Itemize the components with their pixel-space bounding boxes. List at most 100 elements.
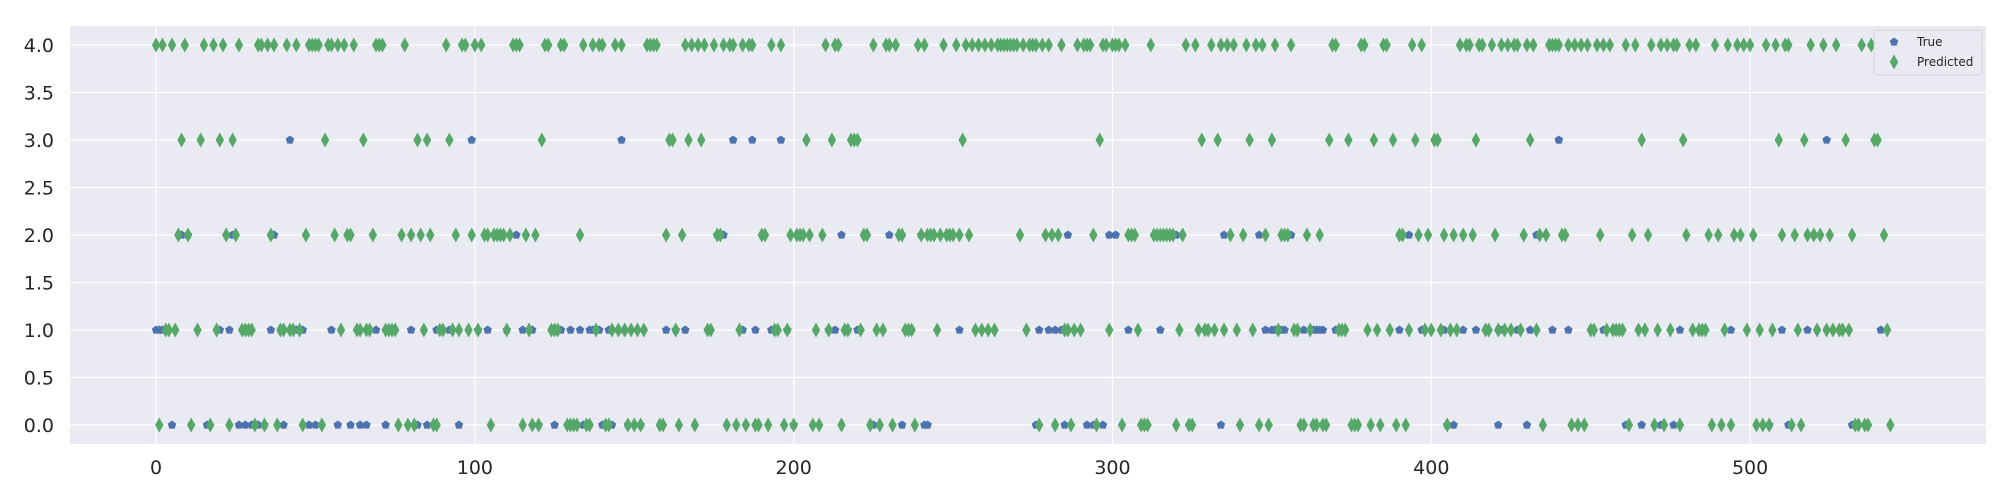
predicted-point bbox=[1178, 227, 1187, 243]
predicted-point bbox=[314, 37, 323, 53]
predicted-point bbox=[528, 417, 537, 433]
predicted-point bbox=[588, 37, 598, 53]
true-point bbox=[751, 325, 760, 334]
predicted-point bbox=[1031, 37, 1041, 53]
predicted-point bbox=[279, 322, 288, 338]
predicted-point bbox=[346, 227, 355, 243]
predicted-point bbox=[875, 417, 884, 433]
predicted-point bbox=[767, 37, 776, 53]
predicted-point bbox=[1286, 37, 1296, 53]
y-tick-label: 0.5 bbox=[24, 368, 54, 390]
predicted-point bbox=[920, 37, 929, 53]
predicted-point bbox=[1637, 132, 1646, 148]
predicted-point bbox=[1567, 417, 1576, 433]
predicted-point bbox=[218, 37, 228, 53]
predicted-point bbox=[869, 37, 878, 53]
predicted-point bbox=[167, 37, 177, 53]
predicted-point bbox=[368, 227, 378, 243]
predicted-point bbox=[1701, 322, 1710, 338]
predicted-point bbox=[451, 227, 460, 243]
predicted-point bbox=[1653, 322, 1662, 338]
predicted-point bbox=[1879, 227, 1889, 243]
x-axis-ticks: 0 100 200 300 400 500 bbox=[150, 457, 1768, 479]
true-point bbox=[1219, 230, 1229, 239]
predicted-point bbox=[228, 132, 237, 148]
predicted-point bbox=[1723, 37, 1732, 53]
predicted-point bbox=[1784, 37, 1793, 53]
true-point bbox=[406, 325, 416, 334]
predicted-point bbox=[1538, 417, 1548, 433]
predicted-point bbox=[1828, 322, 1838, 338]
predicted-point bbox=[1656, 37, 1666, 53]
predicted-point bbox=[257, 37, 266, 53]
predicted-point bbox=[693, 37, 703, 53]
predicted-point bbox=[1707, 417, 1717, 433]
predicted-point bbox=[413, 132, 422, 148]
x-tick-label: 500 bbox=[1732, 457, 1768, 479]
predicted-point bbox=[936, 227, 945, 243]
predicted-point bbox=[1105, 322, 1114, 338]
predicted-point bbox=[1580, 417, 1589, 433]
predicted-point bbox=[987, 37, 996, 53]
y-axis-ticks: 0.0 0.5 1.0 1.5 2.0 2.5 3.0 3.5 4.0 bbox=[24, 35, 54, 437]
predicted-point bbox=[177, 132, 186, 148]
predicted-point bbox=[186, 417, 196, 433]
predicted-point bbox=[1816, 227, 1825, 243]
predicted-point bbox=[432, 417, 441, 433]
predicted-point bbox=[1857, 37, 1866, 53]
predicted-point bbox=[1796, 417, 1806, 433]
true-point bbox=[885, 230, 894, 239]
true-point bbox=[923, 420, 932, 429]
true-point bbox=[1548, 325, 1557, 334]
true-point bbox=[1471, 325, 1481, 334]
true-point bbox=[1082, 420, 1092, 429]
true-point bbox=[1156, 325, 1165, 334]
predicted-point bbox=[1194, 322, 1203, 338]
predicted-point bbox=[426, 227, 435, 243]
predicted-point bbox=[1398, 227, 1407, 243]
predicted-point bbox=[1570, 37, 1579, 53]
y-tick-label: 2.5 bbox=[24, 178, 54, 200]
predicted-point bbox=[728, 37, 738, 53]
predicted-point bbox=[1621, 37, 1630, 53]
predicted-point bbox=[610, 37, 620, 53]
predicted-point bbox=[1264, 417, 1273, 433]
true-point bbox=[897, 420, 907, 429]
predicted-point bbox=[1643, 227, 1653, 243]
predicted-point bbox=[1101, 37, 1111, 53]
true-point bbox=[1564, 325, 1573, 334]
true-point bbox=[1726, 325, 1736, 334]
predicted-point bbox=[1662, 37, 1672, 53]
true-point bbox=[518, 325, 527, 334]
predicted-point bbox=[1471, 132, 1481, 148]
predicted-point bbox=[222, 227, 231, 243]
predicted-point bbox=[199, 37, 209, 53]
predicted-point bbox=[773, 322, 782, 338]
predicted-point bbox=[390, 322, 400, 338]
predicted-point bbox=[1305, 322, 1315, 338]
predicted-point bbox=[1360, 37, 1369, 53]
predicted-point bbox=[378, 37, 387, 53]
predicted-point bbox=[1114, 37, 1124, 53]
predicted-point bbox=[1809, 227, 1819, 243]
predicted-point bbox=[907, 322, 916, 338]
predicted-point bbox=[1532, 322, 1541, 338]
predicted-point bbox=[1675, 417, 1685, 433]
predicted-point bbox=[1583, 37, 1592, 53]
predicted-point bbox=[862, 227, 872, 243]
predicted-point bbox=[1729, 227, 1739, 243]
predicted-point bbox=[1882, 322, 1892, 338]
predicted-point bbox=[499, 227, 508, 243]
predicted-point bbox=[1191, 37, 1200, 53]
true-point bbox=[1525, 325, 1535, 334]
predicted-point bbox=[1203, 322, 1213, 338]
predicted-point bbox=[1019, 37, 1028, 53]
predicted-point bbox=[1254, 417, 1264, 433]
predicted-point bbox=[865, 417, 875, 433]
predicted-point bbox=[1047, 227, 1057, 243]
predicted-point bbox=[483, 227, 492, 243]
predicted-point bbox=[763, 417, 773, 433]
predicted-point bbox=[910, 417, 920, 433]
true-point bbox=[1675, 325, 1685, 334]
predicted-point bbox=[878, 322, 888, 338]
